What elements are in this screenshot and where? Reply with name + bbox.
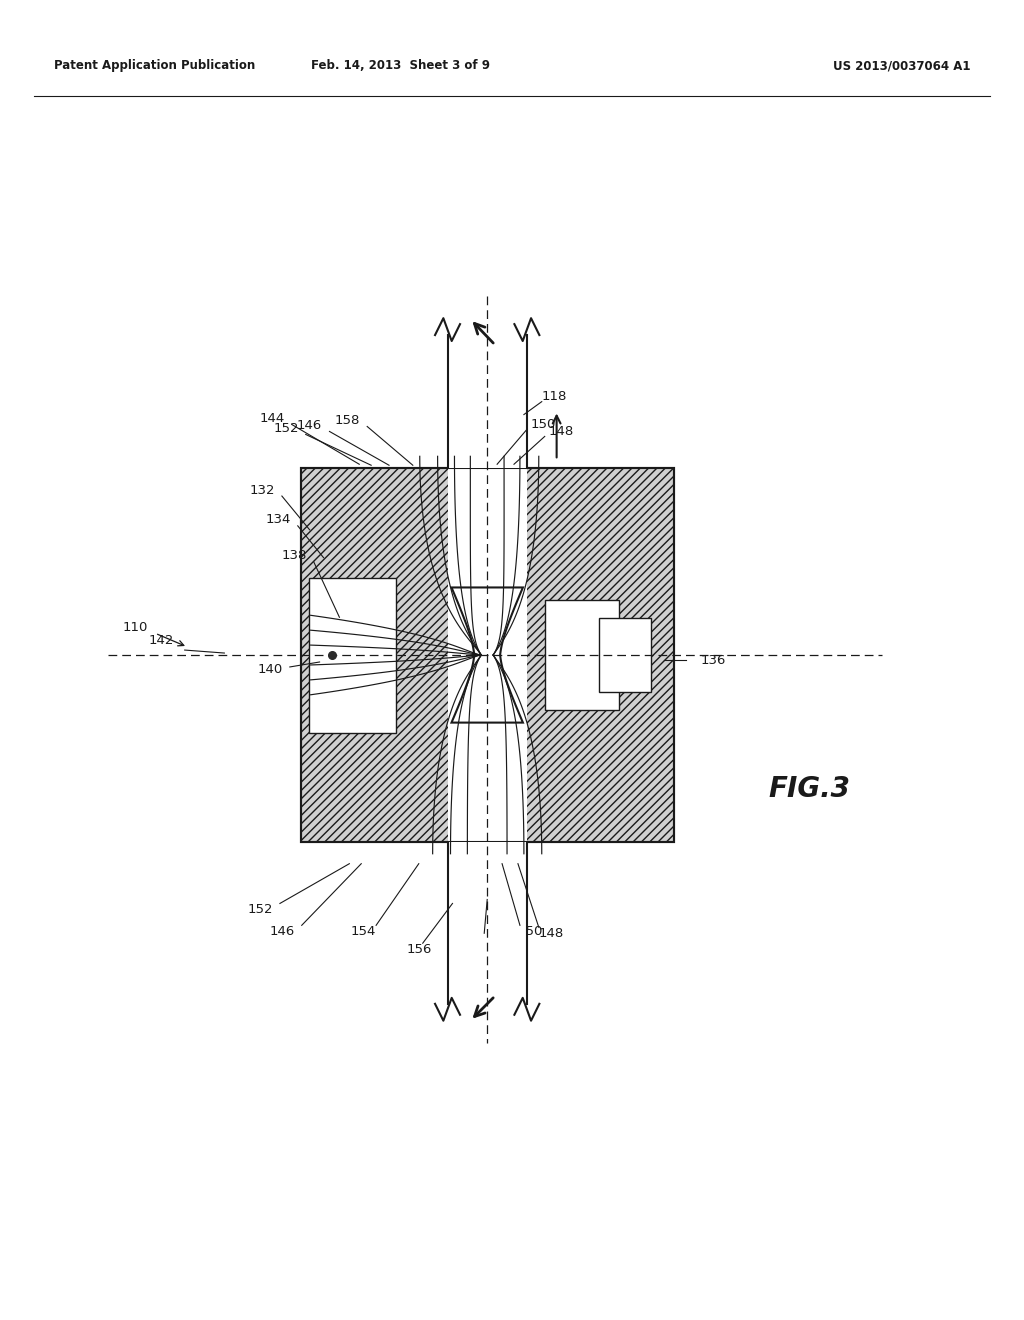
Text: US 2013/0037064 A1: US 2013/0037064 A1	[833, 59, 971, 73]
Text: 158: 158	[335, 414, 360, 428]
Text: 148: 148	[549, 425, 574, 438]
Text: 150: 150	[531, 418, 556, 432]
Bar	[545, 601, 620, 710]
Text: 2: 2	[501, 319, 518, 343]
Bar	[447, 469, 527, 842]
Polygon shape	[452, 587, 523, 722]
Bar	[447, 842, 527, 1031]
Text: FIG.3: FIG.3	[769, 775, 851, 803]
Bar	[447, 312, 527, 469]
Bar	[301, 469, 674, 842]
Text: 156: 156	[407, 942, 431, 956]
Text: 152: 152	[273, 422, 299, 436]
Text: 136: 136	[700, 653, 726, 667]
Text: Patent Application Publication: Patent Application Publication	[53, 59, 255, 73]
Text: 138: 138	[282, 549, 306, 562]
Text: 144: 144	[259, 412, 285, 425]
Text: 110: 110	[123, 620, 147, 634]
Text: Feb. 14, 2013  Sheet 3 of 9: Feb. 14, 2013 Sheet 3 of 9	[311, 59, 490, 73]
Text: 152: 152	[248, 903, 272, 916]
Text: 154: 154	[350, 925, 376, 937]
Text: 146: 146	[269, 925, 295, 937]
Text: 132: 132	[249, 483, 274, 496]
Text: 142: 142	[148, 634, 174, 647]
Bar	[301, 469, 674, 842]
Text: 134: 134	[265, 513, 291, 527]
Text: 148: 148	[539, 927, 564, 940]
Text: 146: 146	[297, 418, 323, 432]
Bar	[599, 618, 651, 692]
Text: 150: 150	[517, 925, 543, 937]
Text: 2: 2	[501, 997, 518, 1020]
Text: 118: 118	[542, 391, 567, 403]
Bar	[308, 578, 396, 733]
Text: 140: 140	[257, 664, 283, 676]
Text: 160: 160	[477, 933, 503, 945]
